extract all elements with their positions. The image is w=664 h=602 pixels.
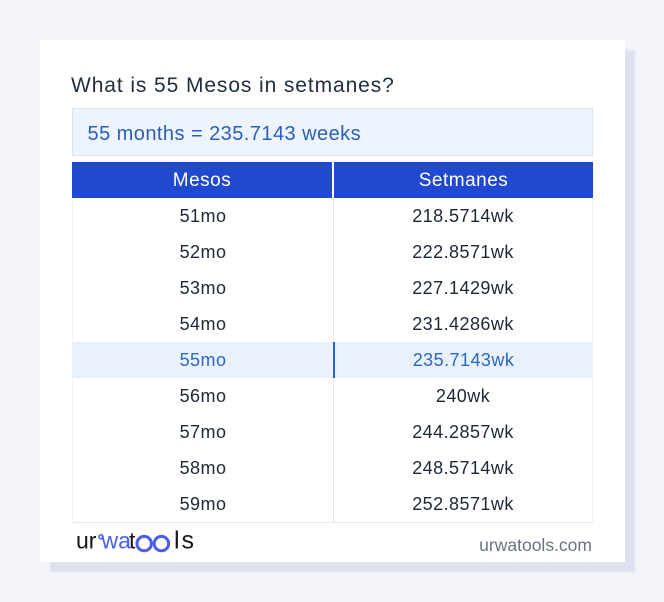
- svg-text:ur: ur: [76, 528, 97, 554]
- svg-text:wa: wa: [101, 528, 132, 554]
- svg-text:t: t: [129, 528, 136, 554]
- svg-text:ls: ls: [174, 527, 196, 555]
